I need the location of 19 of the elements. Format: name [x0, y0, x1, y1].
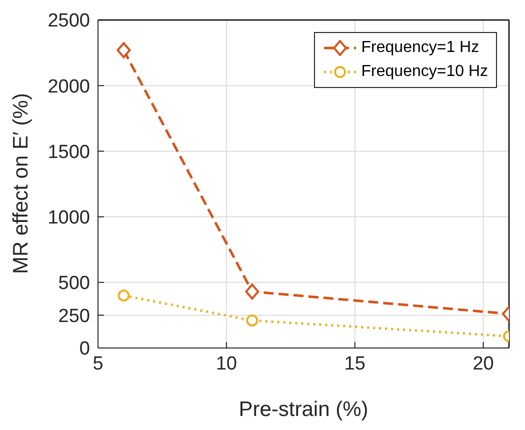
y-tick-label: 500 — [58, 273, 90, 294]
y-tick-label: 1000 — [48, 208, 90, 229]
x-tick-label: 20 — [472, 353, 494, 374]
y-axis-title: MR effect on E′ (%) — [9, 93, 32, 274]
y-tick-label: 2500 — [48, 10, 90, 32]
point — [246, 314, 258, 326]
legend-label: Frequency=10 Hz — [361, 62, 488, 82]
y-tick-label: 0 — [79, 338, 90, 360]
y-tick-label: 250 — [58, 306, 90, 327]
point — [118, 290, 130, 302]
x-tick-label: 15 — [344, 353, 366, 374]
y-tick-label: 2000 — [48, 76, 90, 98]
x-tick-label: 10 — [216, 353, 238, 374]
legend-label: Frequency=1 Hz — [361, 38, 480, 58]
point — [116, 42, 131, 58]
point — [245, 284, 260, 300]
x-axis-title: Pre-strain (%) — [238, 398, 368, 421]
y-tick-label: 1500 — [48, 142, 90, 163]
x-tick-label: 5 — [92, 353, 104, 374]
